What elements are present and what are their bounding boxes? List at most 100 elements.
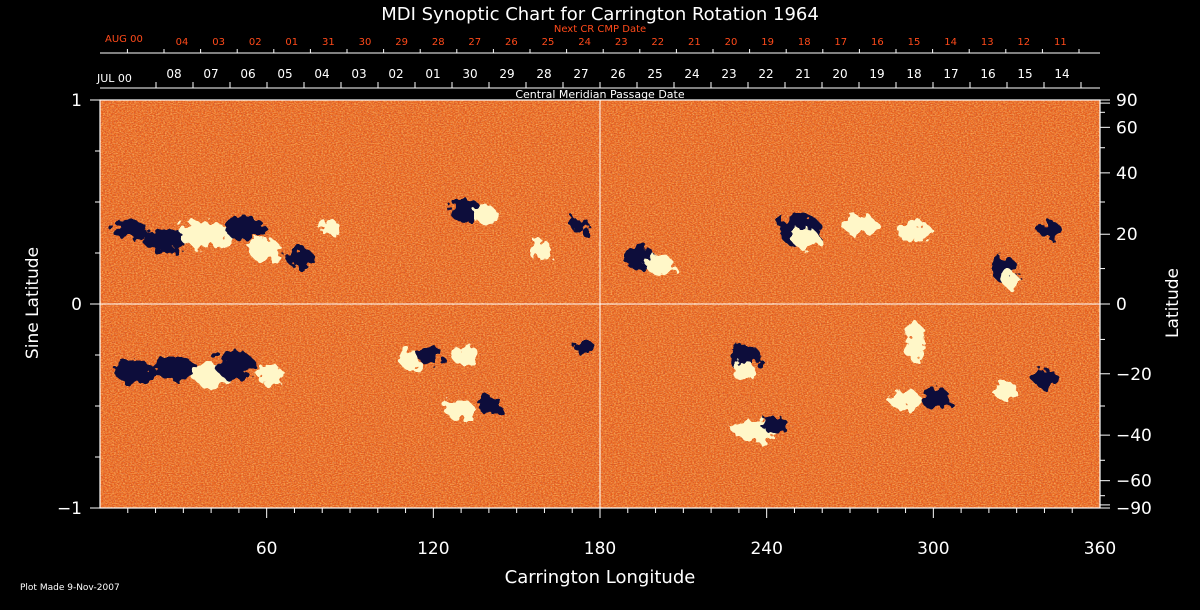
cmp-day-label: 22 (758, 67, 773, 81)
flux-patch (791, 228, 819, 248)
cmp-day-label: 21 (795, 67, 810, 81)
y-axis-label-right: Latitude (1163, 268, 1183, 338)
flux-patch (225, 216, 265, 240)
cmp-day-label: 15 (1017, 67, 1032, 81)
cmp-day-label: 03 (351, 67, 366, 81)
cmp-day-label: 05 (277, 67, 292, 81)
flux-patch (646, 255, 674, 275)
flux-patch (473, 205, 497, 225)
flux-patch (1033, 368, 1057, 388)
next-cr-day-label: 17 (834, 37, 847, 48)
next-cr-day-label: 27 (468, 37, 481, 48)
flux-patch (897, 222, 933, 242)
flux-patch (320, 220, 340, 236)
cmp-day-label: 01 (425, 67, 440, 81)
active-regions (112, 198, 1062, 442)
cmp-day-label: 25 (647, 67, 662, 81)
flux-patch (905, 322, 925, 362)
flux-patch (179, 221, 231, 249)
flux-patch (1002, 272, 1018, 288)
cmp-day-label: 20 (832, 67, 847, 81)
cmp-day-label: 26 (610, 67, 625, 81)
flux-patch (112, 220, 148, 240)
next-cr-day-label: 31 (322, 37, 335, 48)
cmp-day-label: 30 (462, 67, 477, 81)
cmp-day-label: 24 (684, 67, 699, 81)
next-cr-day-label: 26 (505, 37, 518, 48)
flux-patch (993, 380, 1017, 400)
flux-patch (215, 351, 255, 379)
y-tick-label-left: 0 (71, 295, 82, 315)
x-tick-label: 360 (1084, 539, 1116, 559)
flux-patch (249, 238, 281, 262)
cmp-day-label: 28 (536, 67, 551, 81)
y-tick-label-left: −1 (57, 499, 82, 519)
next-cr-day-label: 13 (981, 37, 994, 48)
cmp-day-label: 06 (240, 67, 255, 81)
next-cr-day-label: 19 (761, 37, 774, 48)
cmp-day-label: 14 (1054, 67, 1069, 81)
y-tick-label-right: −60 (1116, 472, 1152, 492)
next-cr-axis-title: Next CR CMP Date (554, 24, 646, 35)
plot-made-label: Plot Made 9-Nov-2007 (20, 583, 120, 593)
cmp-day-label: 18 (906, 67, 921, 81)
x-tick-label: 120 (417, 539, 449, 559)
flux-patch (451, 345, 479, 365)
next-cr-day-label: 28 (432, 37, 445, 48)
y-tick-label-right: −40 (1116, 426, 1152, 446)
flux-patch (153, 356, 197, 380)
cmp-day-label: 16 (980, 67, 995, 81)
flux-patch (286, 248, 314, 268)
x-tick-label: 180 (584, 539, 616, 559)
flux-patch (761, 417, 789, 433)
next-cr-day-label: 03 (212, 37, 225, 48)
flux-patch (528, 240, 552, 260)
y-tick-label-right: 90 (1116, 91, 1138, 111)
next-cr-day-label: 30 (359, 37, 372, 48)
next-cr-day-label: 02 (249, 37, 262, 48)
flux-patch (733, 362, 757, 382)
cmp-day-label: 07 (203, 67, 218, 81)
flux-patch (842, 215, 878, 235)
next-cr-day-label: 20 (725, 37, 738, 48)
axes: 60 120 180 240 300 360 1 0 −1 90 60 40 20 0 −20 −40 −60 −… (57, 37, 1152, 559)
cmp-day-label: 17 (943, 67, 958, 81)
cmp-axis-title: Central Meridian Passage Date (515, 88, 684, 101)
y-tick-label-right: 0 (1116, 295, 1127, 315)
next-cr-day-label: 23 (615, 37, 628, 48)
cmp-day-label: 27 (573, 67, 588, 81)
flux-patch (478, 395, 502, 415)
flux-patch (444, 402, 476, 418)
next-cr-day-label: 29 (395, 37, 408, 48)
next-cr-day-label: 16 (871, 37, 884, 48)
y-axis-label-left: Sine Latitude (23, 247, 43, 359)
cmp-day-label: 19 (869, 67, 884, 81)
next-cr-day-label: 15 (908, 37, 921, 48)
x-tick-label: 240 (750, 539, 782, 559)
next-cr-day-label: 25 (542, 37, 555, 48)
next-cr-day-label: 14 (944, 37, 957, 48)
flux-patch (449, 198, 481, 222)
next-cr-day-label: 11 (1054, 37, 1067, 48)
flux-patch (1038, 222, 1062, 238)
next-cr-month-label: AUG 00 (105, 34, 143, 45)
cmp-day-label: 29 (499, 67, 514, 81)
cmp-month-label: JUL 00 (96, 72, 132, 85)
y-tick-label-right: 60 (1116, 118, 1138, 138)
flux-patch (115, 360, 155, 384)
flux-patch (143, 228, 187, 252)
cmp-day-label: 08 (166, 67, 181, 81)
next-cr-day-label: 18 (798, 37, 811, 48)
chart-title: MDI Synoptic Chart for Carrington Rotati… (381, 4, 819, 25)
next-cr-day-label: 21 (688, 37, 701, 48)
flux-patch (256, 365, 284, 385)
y-tick-label-right: −20 (1116, 365, 1152, 385)
next-cr-day-label: 22 (651, 37, 664, 48)
next-cr-day-label: 01 (285, 37, 298, 48)
flux-patch (400, 350, 420, 370)
x-tick-label: 60 (256, 539, 278, 559)
flux-patch (575, 340, 595, 356)
cmp-day-label: 04 (314, 67, 329, 81)
flux-patch (570, 217, 590, 233)
